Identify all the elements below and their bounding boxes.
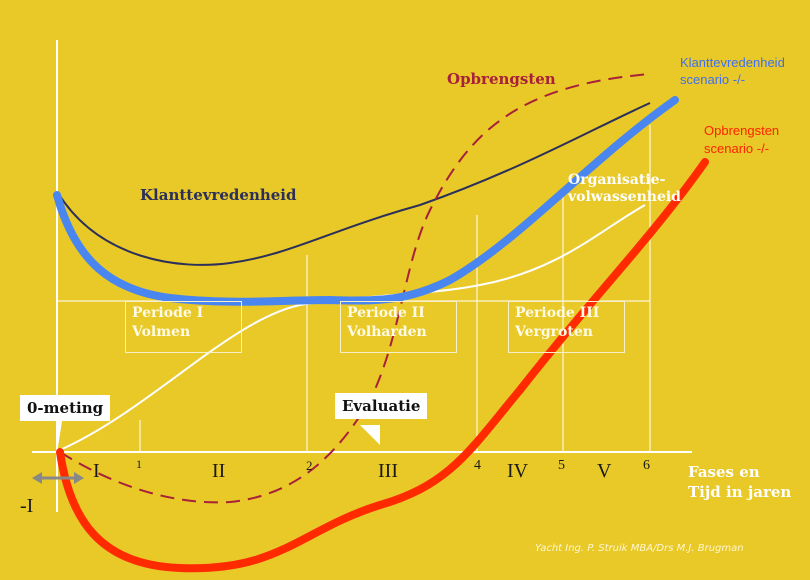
- period-box-3: Periode III Vergroten: [508, 301, 625, 353]
- label-klant-scenario: Klanttevredenheid scenario -/-: [680, 54, 785, 88]
- x-axis-title-line1: Fases en: [688, 463, 760, 481]
- opbr-scenario-curve: [56, 158, 709, 573]
- period-1-name: Volmen: [132, 324, 191, 340]
- label-organisatie: Organisatie- volwassenheid: [568, 172, 681, 206]
- label-klant-scenario-line2: scenario -/-: [680, 72, 746, 87]
- x-axis-title: Fases en Tijd in jaren: [688, 462, 791, 502]
- phase-label: -I: [20, 495, 34, 517]
- period-box-2: Periode II Volharden: [340, 301, 457, 353]
- phase-label: II: [212, 460, 226, 482]
- double-arrow-icon: [32, 472, 84, 484]
- label-opbr-scenario-line1: Opbrengsten: [704, 123, 780, 138]
- year-label: 5: [558, 458, 565, 473]
- year-label: 2: [306, 458, 313, 473]
- klanttevredenheid-curve: [57, 102, 651, 266]
- phase-label: I: [93, 460, 100, 482]
- callout-tail: [360, 425, 380, 445]
- phase-label: IV: [507, 460, 529, 482]
- period-2-title: Periode II: [347, 305, 425, 321]
- credit-text: Yacht Ing. P. Struik MBA/Drs M.J. Brugma…: [535, 543, 744, 554]
- period-box-1: Periode I Volmen: [125, 301, 242, 353]
- phase-label: III: [378, 460, 398, 482]
- period-3-name: Vergroten: [515, 324, 593, 340]
- year-label: 4: [474, 458, 481, 473]
- label-opbr-scenario: Opbrengsten scenario -/-: [704, 122, 779, 158]
- label-opbr-scenario-line2: scenario -/-: [704, 141, 770, 156]
- x-axis-title-line2: Tijd in jaren: [688, 483, 792, 501]
- callout-evaluatie: Evaluatie: [335, 393, 428, 419]
- period-2-name: Volharden: [347, 324, 427, 340]
- year-label: 1: [136, 457, 142, 471]
- label-organisatie-line1: Organisatie-: [568, 172, 666, 188]
- label-klant-scenario-line1: Klanttevredenheid: [680, 55, 785, 70]
- label-opbrengsten: Opbrengsten: [447, 70, 556, 88]
- period-1-title: Periode I: [132, 305, 204, 321]
- klant-scenario-curve: [53, 96, 679, 306]
- label-organisatie-line2: volwassenheid: [568, 189, 681, 205]
- phase-label: V: [597, 460, 612, 482]
- callout-0-meting: 0-meting: [20, 395, 111, 421]
- label-klanttevredenheid: Klanttevredenheid: [140, 186, 297, 204]
- year-label: 6: [643, 458, 650, 473]
- opbrengsten-curve: [59, 73, 651, 504]
- period-3-title: Periode III: [515, 305, 600, 321]
